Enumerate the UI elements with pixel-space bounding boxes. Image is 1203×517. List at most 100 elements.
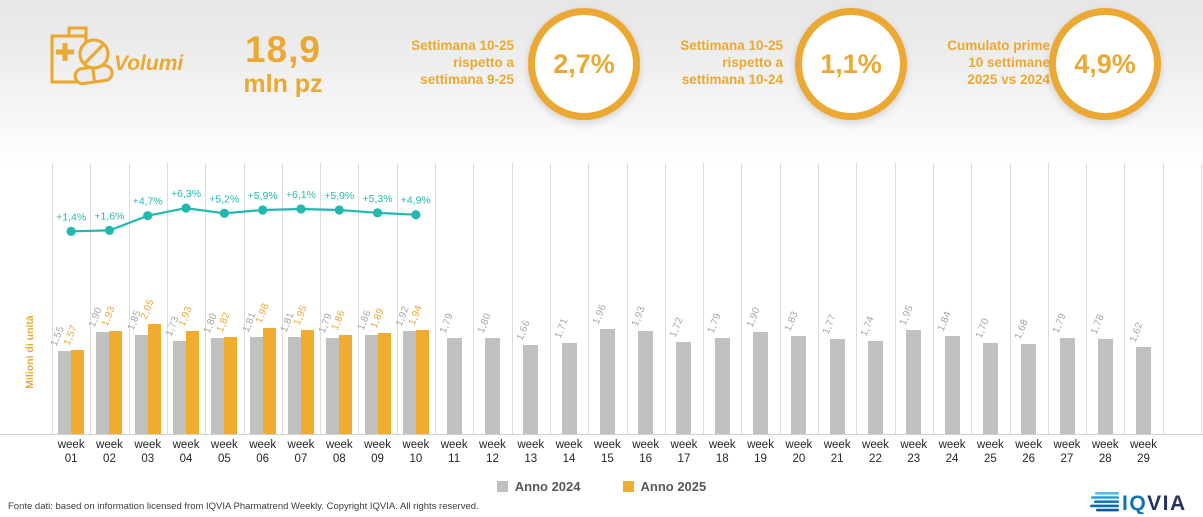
- legend-swatch-2025: [622, 481, 634, 492]
- pharmacy-volumes-icon: [50, 26, 114, 86]
- bar-value-label: 1,79: [705, 311, 724, 336]
- bar-anno-2025-week-01: [71, 350, 85, 434]
- bar-anno-2025-week-09: [377, 332, 391, 434]
- x-axis-label-week-02: week 02: [96, 439, 123, 465]
- bar-value-label: 1,78: [1089, 312, 1108, 336]
- gridline: [166, 163, 168, 434]
- bar-anno-2024-week-03: [134, 335, 148, 434]
- bar-anno-2024-week-20: [791, 336, 807, 434]
- x-axis-label-week-22: week 22: [862, 439, 889, 465]
- bar-anno-2024-week-18: [714, 338, 730, 434]
- kpi-3-label: Cumulato prime 10 settimane 2025 vs 2024: [947, 38, 1050, 87]
- gridline: [358, 163, 360, 434]
- bar-anno-2025-week-04: [186, 330, 199, 434]
- data-source-note: Fonte dati: based on information license…: [8, 501, 479, 512]
- chart-plot-area: 1,55 1,57 1,90 1,93 1,85 2,05 1,73 1,93 1,80 1,82…: [0, 163, 1203, 435]
- gridline: [511, 163, 513, 434]
- bar-value-label: 1,66: [514, 318, 533, 343]
- gridline: [894, 163, 896, 434]
- bar-value-label: 1,77: [820, 313, 839, 337]
- legend-swatch-2024: [496, 481, 508, 492]
- bar-anno-2024-week-04: [173, 341, 186, 434]
- bar-anno-2024-week-09: [364, 334, 378, 434]
- bar-value-label: 1,68: [1012, 317, 1031, 342]
- gridline: [703, 163, 705, 434]
- gridline: [932, 163, 934, 434]
- gridline: [1162, 163, 1164, 434]
- gridline: [1086, 163, 1088, 434]
- gridline: [549, 163, 551, 434]
- gridline: [818, 163, 819, 434]
- bar-anno-2024-week-11: [446, 338, 462, 434]
- kpi-1-label: Settimana 10-25 rispetto a settimana 9-2…: [411, 38, 514, 87]
- legend-item-anno-2024: Anno 2024: [496, 479, 581, 494]
- gridline: [128, 163, 130, 434]
- bar-value-label: 1,62: [1127, 321, 1146, 345]
- bar-value-label: 1,71: [552, 316, 571, 340]
- bar-value-label: 1,79: [1050, 311, 1069, 336]
- bar-anno-2024-week-13: [523, 345, 539, 434]
- x-axis-label-week-19: week 19: [747, 439, 774, 465]
- bar-anno-2024-week-22: [867, 340, 883, 434]
- bar-value-label: 1,96: [591, 302, 610, 327]
- bar-anno-2025-week-07: [300, 329, 314, 434]
- bar-anno-2024-week-10: [402, 331, 416, 434]
- bar-value-label: 1,89: [368, 306, 387, 330]
- x-axis-label-week-25: week 25: [976, 439, 1004, 465]
- x-axis-label-week-24: week 24: [938, 439, 966, 465]
- gridline: [1201, 163, 1202, 434]
- x-axis-label-week-21: week 21: [823, 439, 851, 465]
- x-axis-label-week-12: week 12: [479, 439, 506, 465]
- bar-value-label: 1,84: [935, 309, 954, 333]
- bar-anno-2024-week-19: [753, 332, 768, 434]
- bar-anno-2024-week-24: [944, 335, 960, 434]
- bar-anno-2025-week-03: [147, 324, 161, 434]
- bar-anno-2024-week-01: [58, 351, 72, 434]
- gridline: [588, 163, 590, 434]
- total-unit: mln pz: [243, 70, 323, 98]
- bar-anno-2024-week-02: [96, 332, 110, 434]
- bar-anno-2024-week-29: [1136, 347, 1151, 434]
- gridline: [664, 163, 666, 434]
- gridline: [281, 163, 283, 434]
- bar-anno-2024-week-28: [1097, 338, 1113, 434]
- x-axis-label-week-08: week 08: [325, 439, 353, 465]
- kpi-1-value-circle: 2,7%: [528, 8, 640, 120]
- bar-value-label: 1,74: [859, 314, 878, 338]
- svg-text:IQVIA: IQVIA: [1122, 492, 1187, 514]
- x-axis-label-week-10: week 10: [402, 439, 430, 465]
- bar-value-label: 1,70: [974, 316, 993, 340]
- bar-value-label: 1,90: [744, 306, 763, 330]
- bar-anno-2024-week-26: [1021, 344, 1037, 434]
- x-axis-label-week-04: week 04: [172, 439, 200, 465]
- gridline: [473, 163, 475, 434]
- gridline: [741, 163, 743, 434]
- bar-anno-2025-week-05: [224, 336, 238, 434]
- x-axis-label-week-18: week 18: [708, 439, 736, 465]
- x-axis-label-week-28: week 28: [1091, 439, 1119, 465]
- bar-value-label: 1,98: [253, 301, 272, 326]
- kpi-2-label: Settimana 10-25 rispetto a settimana 10-…: [680, 38, 783, 87]
- kpi-3-value-circle: 4,9%: [1049, 8, 1161, 120]
- bar-value-label: 1,79: [437, 311, 456, 336]
- gridline: [1124, 163, 1126, 434]
- bar-anno-2024-week-12: [484, 337, 500, 434]
- gridline: [971, 163, 973, 434]
- bar-value-label: 1,83: [782, 309, 801, 334]
- bar-anno-2024-week-07: [287, 337, 301, 434]
- x-axis-labels: week 01 week 02 week 03 week 04 week 05 week 06 week…: [0, 438, 1203, 472]
- x-axis-label-week-07: week 07: [287, 439, 315, 465]
- x-axis-label-week-29: week 29: [1130, 439, 1157, 465]
- x-axis-label-week-11: week 11: [440, 439, 468, 465]
- bar-anno-2024-week-14: [561, 342, 577, 434]
- gridline: [320, 163, 322, 434]
- bar-anno-2025-week-10: [415, 330, 429, 434]
- bar-value-label: 1,72: [667, 315, 686, 339]
- bar-value-label: 1,95: [897, 303, 916, 327]
- bar-anno-2024-week-15: [599, 329, 615, 434]
- bar-anno-2024-week-17: [676, 342, 692, 434]
- x-axis-label-week-13: week 13: [517, 439, 545, 465]
- bar-value-label: 2,05: [138, 298, 157, 322]
- bar-anno-2024-week-08: [326, 338, 340, 434]
